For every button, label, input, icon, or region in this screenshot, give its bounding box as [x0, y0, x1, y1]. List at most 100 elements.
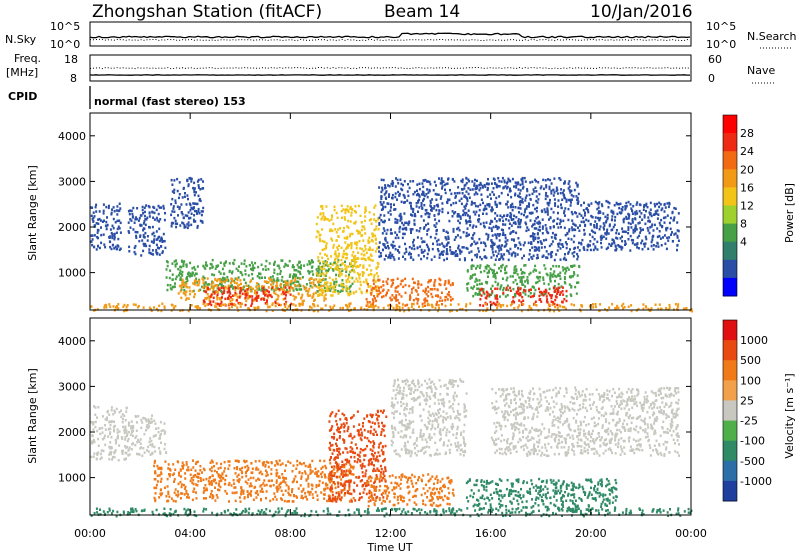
- power-cell: [215, 284, 218, 287]
- power-cell: [246, 288, 249, 291]
- velocity-cell: [311, 493, 314, 496]
- power-cell: [404, 242, 406, 246]
- power-cell: [389, 232, 392, 235]
- power-cell: [319, 239, 322, 243]
- power-cell: [398, 230, 401, 233]
- velocity-cell: [118, 444, 121, 447]
- freq-tick-low: 8: [70, 72, 77, 85]
- power-cell: [605, 199, 608, 203]
- power-cell: [446, 257, 448, 260]
- power-cell: [409, 296, 412, 299]
- power-cell: [381, 232, 384, 235]
- power-cell: [271, 302, 274, 305]
- power-cell: [342, 306, 344, 310]
- power-cell: [413, 219, 416, 222]
- power-cell: [239, 305, 242, 308]
- velocity-cell: [214, 499, 217, 502]
- power-cell: [401, 306, 404, 310]
- power-cell: [185, 265, 188, 268]
- power-cell: [195, 277, 198, 280]
- power-cell: [282, 290, 285, 294]
- power-cell: [422, 185, 425, 189]
- power-cell: [445, 252, 448, 256]
- power-cell: [307, 290, 310, 293]
- power-cell: [308, 272, 311, 275]
- power-cell: [617, 232, 620, 235]
- velocity-cell: [259, 485, 262, 488]
- power-cell: [302, 299, 305, 302]
- power-cell: [370, 288, 373, 291]
- power-cell: [477, 250, 480, 253]
- power-cell: [184, 225, 187, 228]
- power-cell: [171, 262, 174, 265]
- power-cell: [208, 283, 211, 286]
- power-cell: [450, 299, 452, 302]
- power-cell: [434, 279, 437, 282]
- power-cell: [533, 294, 535, 297]
- power-cell: [671, 240, 674, 243]
- velocity-cell: [179, 469, 182, 472]
- velocity-cell: [214, 478, 217, 481]
- power-cell: [171, 190, 174, 193]
- power-cell: [374, 204, 377, 207]
- power-cell: [193, 220, 195, 223]
- power-cell: [511, 202, 514, 206]
- power-cell: [539, 187, 542, 190]
- velocity-cell: [270, 468, 273, 471]
- power-cell: [340, 273, 343, 276]
- power-cell: [467, 209, 470, 212]
- power-cell: [335, 231, 338, 234]
- power-cell: [226, 275, 229, 279]
- power-cell: [319, 265, 322, 269]
- velocity-cell: [234, 499, 237, 503]
- power-cell: [204, 297, 207, 300]
- power-cell: [325, 271, 328, 275]
- velocity-cell: [310, 471, 313, 474]
- power-cell: [340, 289, 343, 292]
- velocity-cell: [299, 484, 302, 487]
- velocity-cell: [205, 497, 207, 500]
- power-cell: [228, 286, 231, 290]
- power-cell: [547, 283, 550, 286]
- velocity-cell: [315, 485, 318, 489]
- velocity-cell: [270, 472, 273, 476]
- velocity-cell: [148, 440, 151, 444]
- power-cell: [494, 217, 496, 220]
- power-cell: [525, 207, 528, 210]
- power-cell: [569, 293, 572, 296]
- power-cell: [325, 269, 328, 272]
- power-cell: [586, 208, 589, 212]
- power-cell: [528, 273, 531, 276]
- power-cell: [472, 224, 475, 227]
- power-cell: [219, 280, 222, 283]
- power-cell: [217, 278, 220, 281]
- power-cell: [324, 293, 327, 297]
- power-cell: [514, 254, 517, 258]
- power-cell: [400, 279, 403, 283]
- power-cell: [424, 290, 427, 294]
- power-cell: [510, 224, 513, 227]
- velocity-cell: [104, 443, 107, 447]
- power-cell: [251, 264, 254, 267]
- power-cell: [286, 307, 289, 311]
- velocity-cell: [273, 492, 276, 495]
- power-cell: [389, 296, 392, 300]
- power-cell: [478, 237, 481, 241]
- power-cell: [209, 267, 212, 270]
- power-cell: [367, 241, 370, 245]
- velocity-cell: [192, 466, 195, 469]
- power-cell: [473, 232, 476, 235]
- power-cell: [536, 206, 538, 210]
- power-cell: [356, 229, 359, 233]
- power-cell: [361, 225, 364, 228]
- power-cell: [560, 206, 563, 209]
- power-cell: [508, 252, 511, 255]
- power-cell: [673, 206, 676, 210]
- power-cell: [665, 228, 668, 232]
- power-cell: [248, 264, 251, 267]
- power-cell: [536, 253, 539, 257]
- velocity-cell: [215, 462, 218, 465]
- power-cell: [510, 213, 513, 216]
- power-cell: [317, 271, 320, 274]
- power-cell: [430, 206, 433, 210]
